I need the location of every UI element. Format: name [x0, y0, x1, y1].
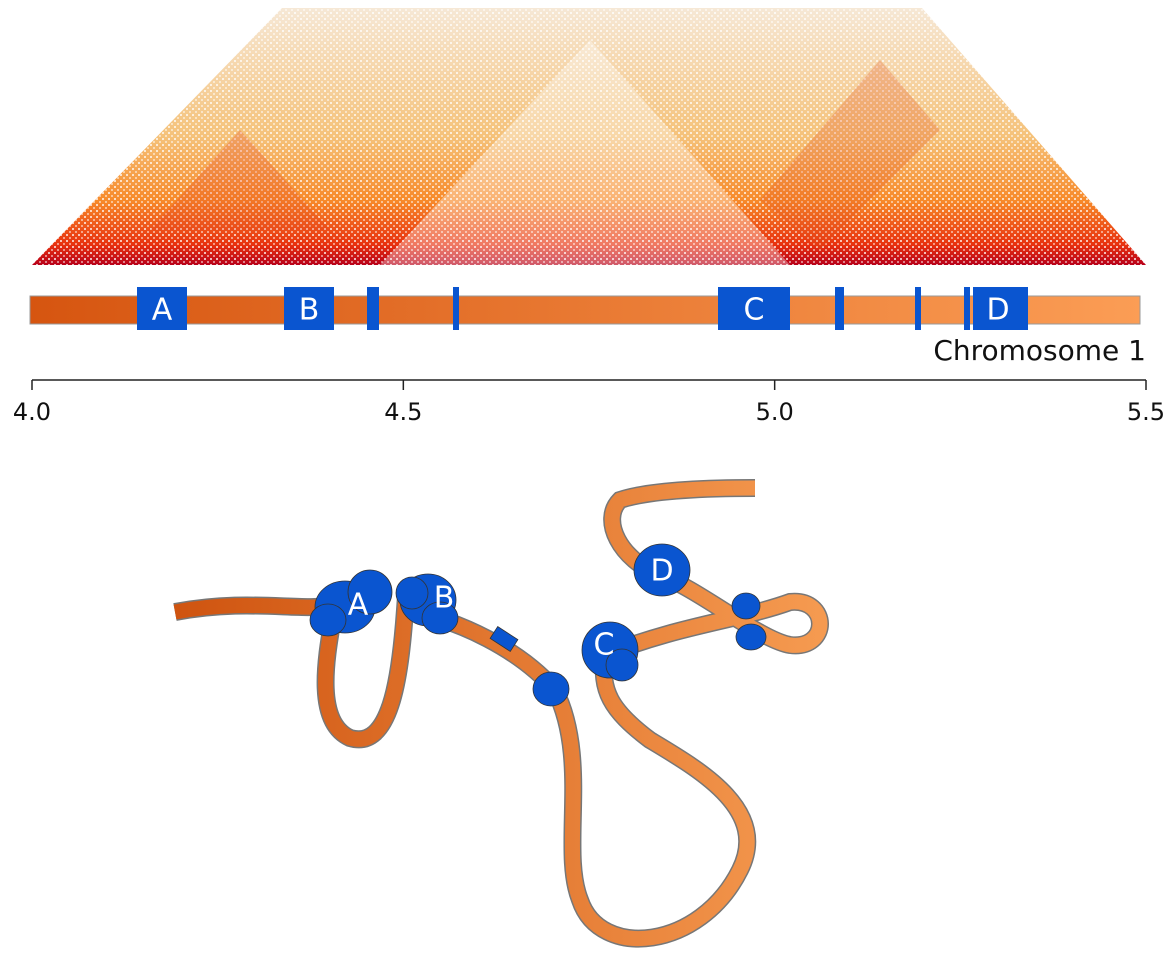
blob	[736, 624, 766, 650]
site-box	[915, 287, 921, 330]
site-label: B	[299, 293, 320, 328]
site-box	[964, 287, 970, 330]
blob	[310, 604, 346, 636]
tick-label: 4.0	[13, 398, 51, 426]
site-label: A	[348, 588, 369, 623]
blob	[533, 672, 569, 706]
site-label: A	[152, 293, 173, 328]
figure: A B C D Chromosome 1 4.0 4.5 5.0 5.5 A B	[0, 0, 1170, 963]
chromosome-bar: A B C D Chromosome 1	[30, 287, 1146, 367]
structure: A B C D	[175, 488, 820, 939]
tick-label: 5.5	[1127, 398, 1165, 426]
site-box	[835, 287, 844, 330]
blob	[732, 593, 760, 619]
tick-label: 4.5	[384, 398, 422, 426]
tube-outline	[175, 488, 820, 939]
axis: 4.0 4.5 5.0 5.5	[13, 380, 1165, 426]
site-label: D	[650, 554, 673, 589]
chromosome-label: Chromosome 1	[933, 334, 1146, 367]
site-box	[453, 287, 459, 330]
site-label: B	[434, 581, 455, 616]
site-label: C	[594, 628, 615, 663]
blob	[396, 577, 428, 609]
tube	[175, 488, 820, 939]
tick-label: 5.0	[756, 398, 794, 426]
site-label: C	[744, 293, 765, 328]
page: {"genome_bar": {"sites": ["A", "B", "C",…	[0, 0, 1170, 963]
heatmap	[32, 8, 1146, 265]
site-box	[367, 287, 379, 330]
site-label: D	[986, 293, 1009, 328]
